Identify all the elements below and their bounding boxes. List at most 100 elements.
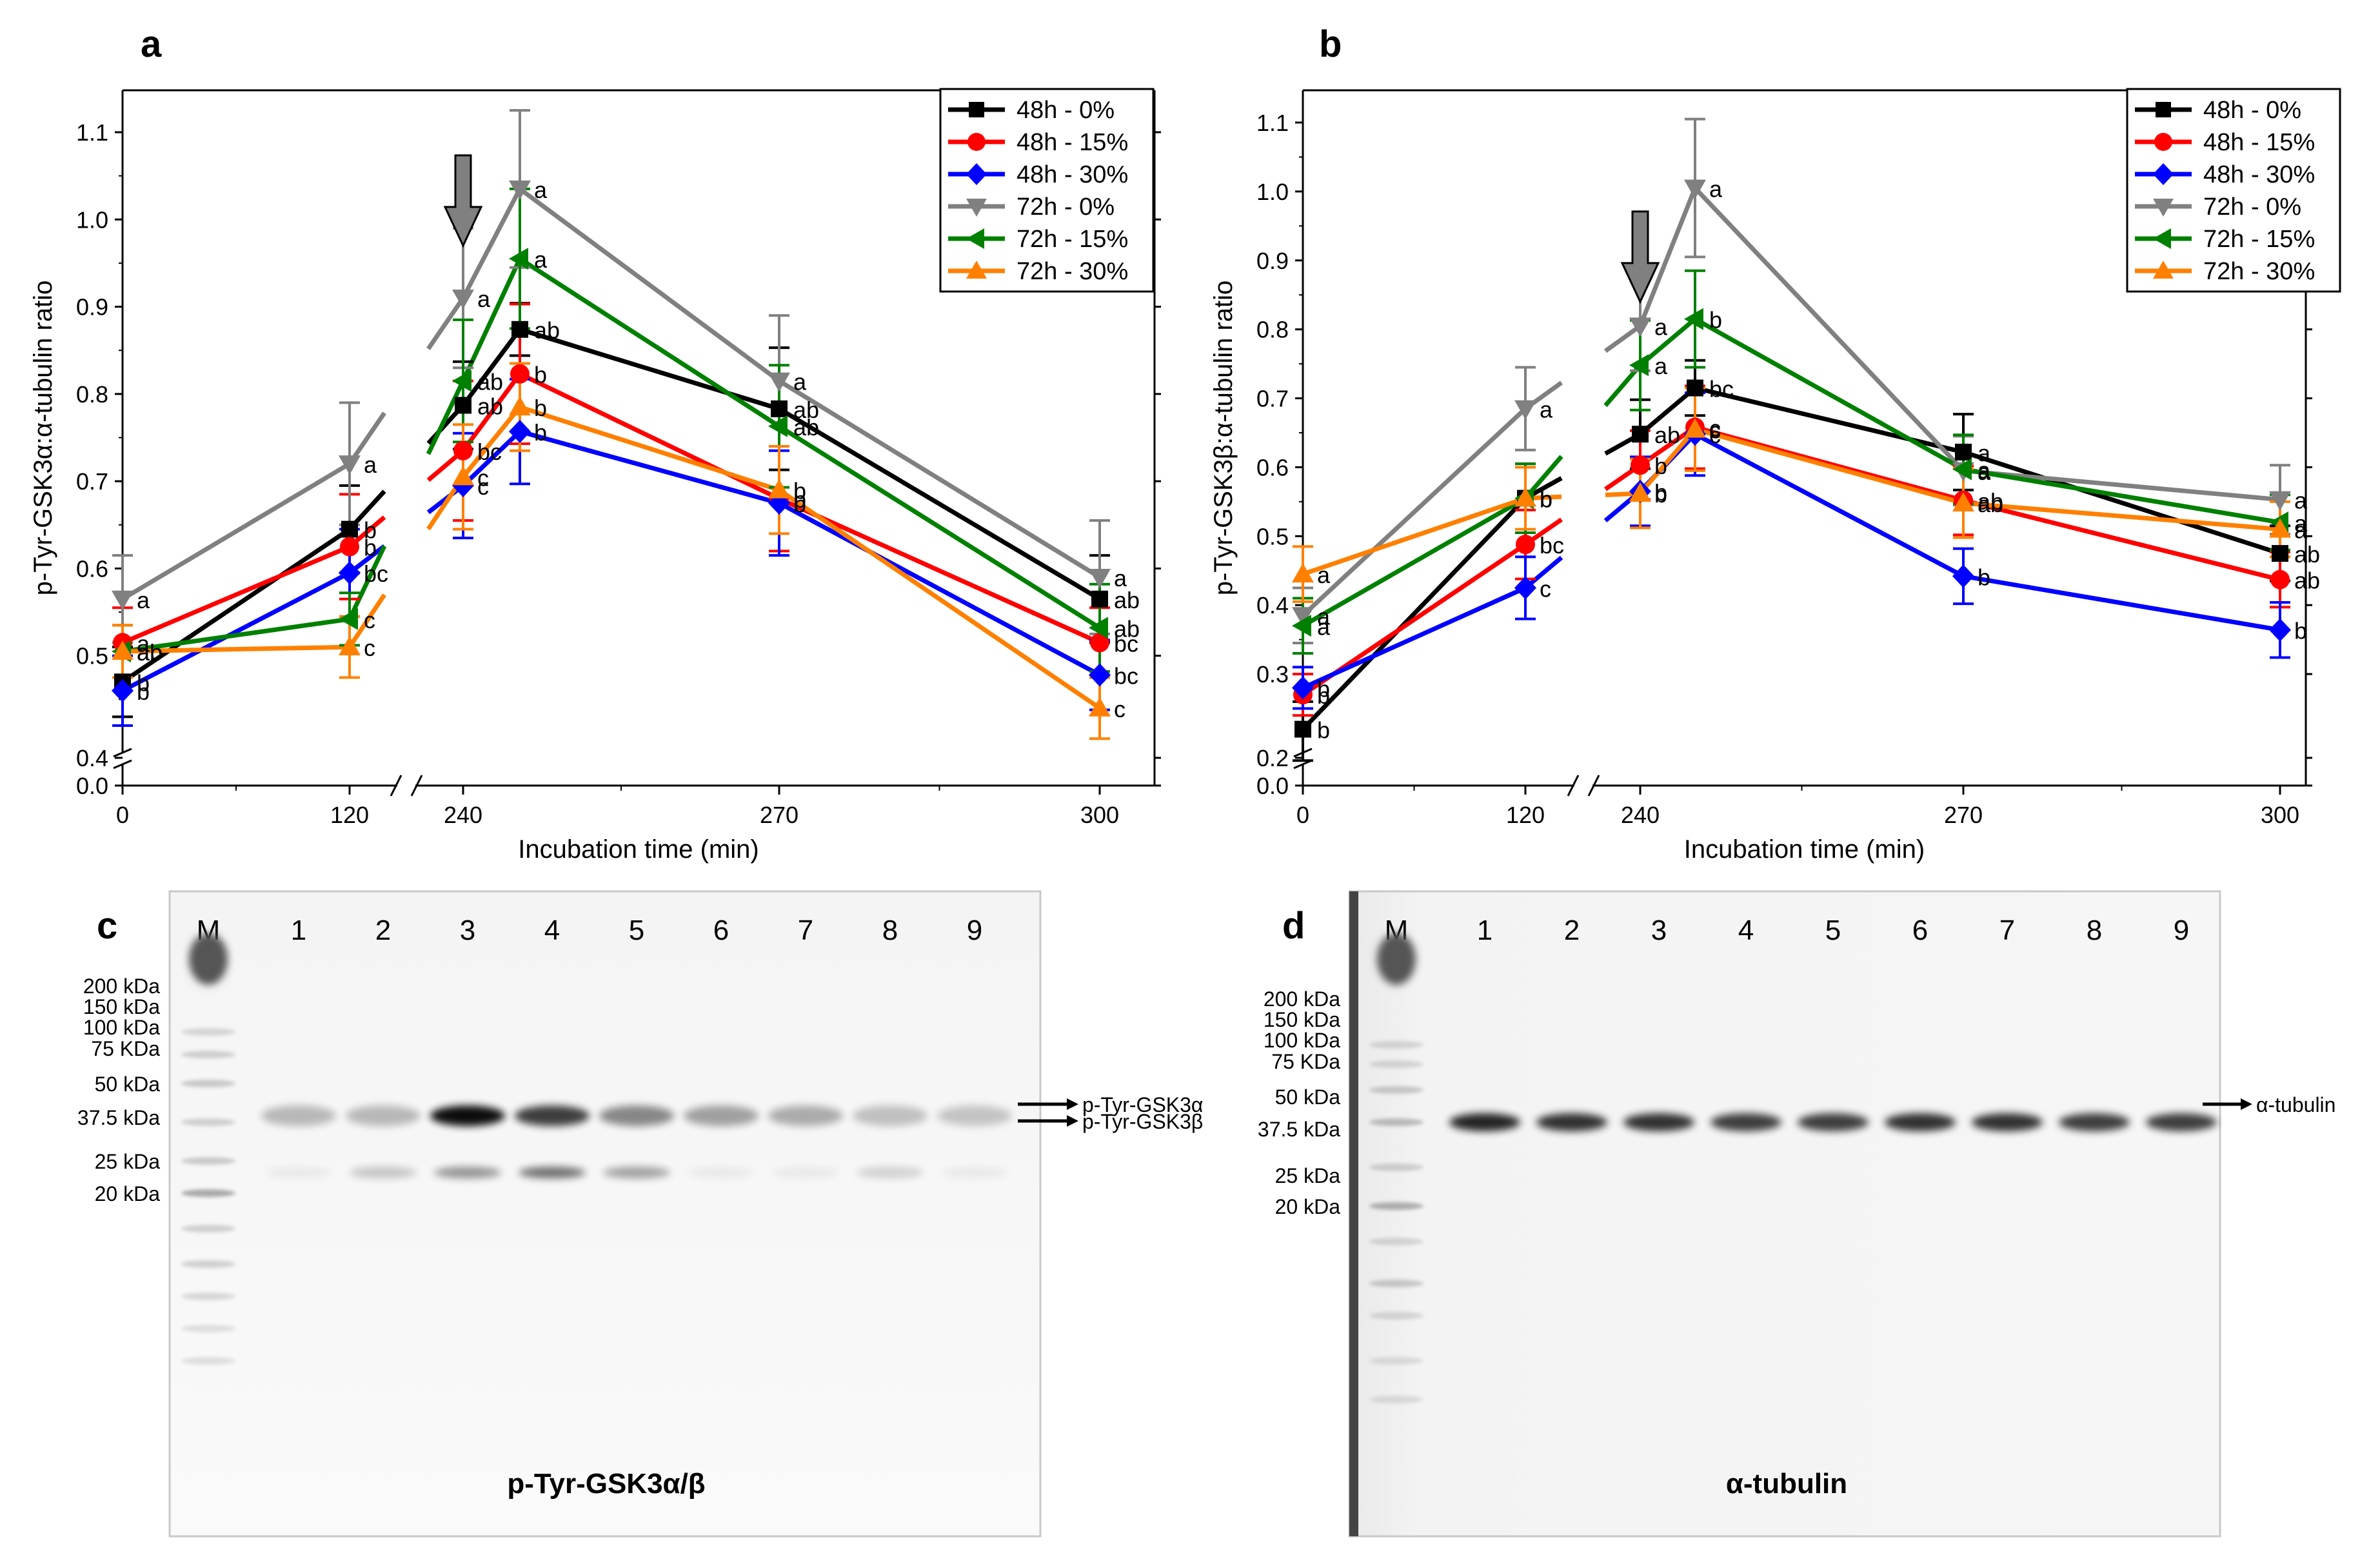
lane-label: 6 [713, 915, 729, 946]
significance-letter: a [2294, 488, 2308, 514]
x-tick-label: 270 [760, 802, 798, 828]
ladder-band [1369, 1202, 1423, 1210]
significance-letter: bc [1114, 630, 1138, 657]
protein-band [1711, 1113, 1781, 1131]
panel-letter-b: b [1319, 23, 1342, 65]
band-arrow-head [1067, 1098, 1078, 1110]
ladder-band [181, 1028, 235, 1036]
ladder-label: 37.5 kDa [77, 1106, 160, 1129]
ladder-label: 150 kDa [83, 995, 160, 1018]
series-line [348, 411, 386, 466]
significance-letter: b [364, 535, 377, 561]
significance-letter: bc [1540, 532, 1564, 559]
legend-label: 48h - 0% [2203, 97, 2301, 124]
chart-b: 0.00.2 0.3 0.4 0.5 0.6 0.7 0.8 0.9 1.0 1.1 0 120 240… [1209, 88, 2341, 864]
ladder-band [1369, 1164, 1423, 1171]
marker-diamond [1089, 663, 1111, 687]
marker-circle [967, 133, 986, 151]
lane-label: 5 [629, 915, 644, 946]
lane-label: 1 [291, 915, 306, 946]
significance-letter: ab [477, 393, 503, 419]
marker-circle [1090, 633, 1109, 653]
series-line [1302, 496, 1527, 577]
legend-label: 48h - 15% [2203, 129, 2315, 156]
protein-band-lower [265, 1167, 332, 1178]
ladder-well [189, 933, 228, 985]
ladder-label: 150 kDa [1264, 1008, 1340, 1031]
y-tick-label: 0.6 [1256, 454, 1289, 480]
marker-square [1294, 720, 1311, 738]
y-tick-label: 0.5 [1256, 523, 1289, 550]
marker-square [1632, 426, 1649, 443]
lane-label: 3 [1651, 915, 1667, 946]
significance-letter: ab [534, 317, 560, 344]
marker-triangle-up [1089, 697, 1111, 717]
x-axis-label: Incubation time (min) [1684, 835, 1925, 864]
marker-diamond [966, 163, 987, 185]
significance-letter: a [1654, 353, 1668, 379]
marker-circle [1631, 455, 1650, 475]
ladder-label: 75 KDa [1271, 1050, 1340, 1073]
ladder-band [1369, 1041, 1423, 1049]
protein-band [346, 1105, 421, 1126]
marker-circle [453, 441, 473, 461]
series-line [348, 593, 386, 649]
legend-label: 48h - 15% [1016, 129, 1128, 156]
significance-letter: ab [793, 397, 819, 423]
significance-letter: b [137, 678, 150, 705]
series-line [121, 571, 351, 693]
lane-label: 9 [967, 915, 982, 946]
marker-triangle-down [1514, 400, 1536, 420]
marker-triangle-left [339, 608, 358, 630]
y-tick-label: 0.3 [1256, 661, 1289, 688]
significance-letter: a [137, 630, 150, 657]
ladder-band [181, 1260, 235, 1268]
x-tick-label: 240 [1621, 802, 1660, 828]
y-tick-label: 0.5 [76, 643, 108, 669]
marker-diamond [112, 678, 134, 702]
x-tick-label: 270 [1944, 802, 1983, 828]
marker-circle [340, 537, 359, 557]
lane-label: 8 [882, 915, 898, 946]
ladder-band [181, 1189, 235, 1197]
significance-letter: a [1978, 457, 1991, 484]
series-line [121, 527, 351, 684]
significance-letter: a [2294, 510, 2308, 537]
lane-label: 7 [1999, 915, 2015, 946]
marker-circle [1516, 535, 1535, 555]
significance-letter: bc [1114, 662, 1138, 689]
ladder-label: 200 kDa [1264, 987, 1340, 1011]
y-tick-label: 0.0 [1256, 773, 1289, 799]
significance-letter: a [1114, 565, 1127, 591]
series-line [121, 462, 351, 601]
y-tick-label: 0.9 [76, 294, 108, 321]
ladder-band [181, 1118, 235, 1126]
marker-triangle-up [2269, 518, 2291, 538]
ladder-well [1377, 933, 1416, 985]
down-arrow-icon [443, 154, 483, 248]
protein-band [684, 1105, 759, 1126]
series-line [1301, 497, 1527, 731]
significance-letter: a [793, 369, 807, 395]
x-axis-break-mark [410, 775, 423, 797]
significance-letter: ab [2294, 541, 2320, 568]
significance-letter: ab [477, 369, 503, 395]
panel-letter-a: a [141, 23, 162, 65]
marker-triangle-up [2153, 261, 2174, 279]
protein-band-lower [857, 1167, 924, 1178]
marker-triangle-down [452, 290, 474, 310]
ladder-label: 25 kDa [1275, 1164, 1341, 1187]
y-tick-label: 0.4 [1256, 592, 1289, 619]
series-line [121, 544, 351, 645]
y-axis-label: p-Tyr-GSK3β:α-tubulin ratio [1209, 281, 1238, 596]
y-tick-label: 1.1 [76, 119, 108, 146]
legend-label: 48h - 30% [1016, 161, 1128, 188]
significance-letter: b [534, 362, 547, 388]
marker-triangle-left [768, 415, 788, 437]
marker-triangle-down [1089, 568, 1111, 588]
gel-image [168, 890, 1042, 1538]
legend-label: 48h - 30% [2203, 161, 2315, 188]
marker-square [511, 321, 528, 338]
lane-label: 6 [1912, 915, 1928, 946]
